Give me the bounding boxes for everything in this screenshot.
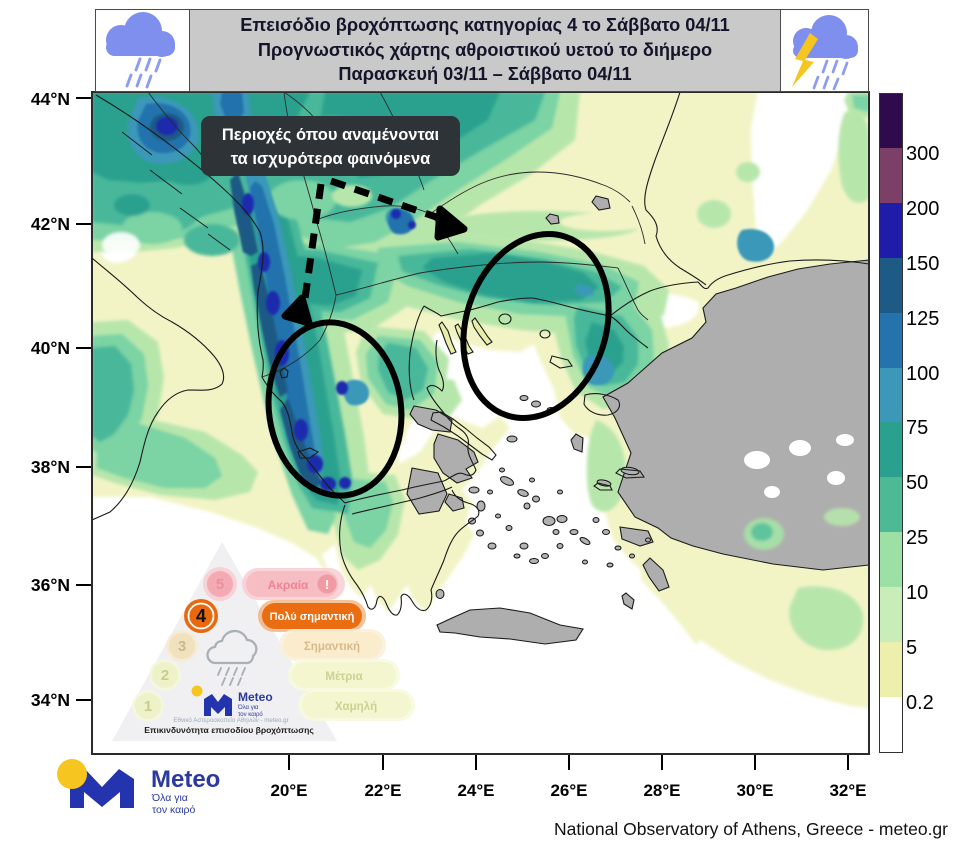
svg-text:τον καιρό: τον καιρό [238, 711, 263, 718]
svg-text:τον καιρό: τον καιρό [152, 804, 196, 816]
svg-text:Όλα για: Όλα για [151, 792, 188, 804]
svg-text:Ακραία: Ακραία [268, 578, 309, 592]
svg-text:5: 5 [216, 576, 224, 593]
svg-text:Όλα για: Όλα για [237, 705, 259, 711]
svg-text:!: ! [325, 577, 329, 592]
svg-text:Εθνικό Αστεροσκοπείο Αθηνών -: Εθνικό Αστεροσκοπείο Αθηνών - meteo.gr [173, 717, 288, 724]
svg-text:Meteo: Meteo [238, 690, 273, 704]
svg-text:Μέτρια: Μέτρια [325, 671, 362, 683]
svg-text:Χαμηλή: Χαμηλή [335, 701, 377, 713]
svg-text:Επικινδυνότητα επισοδίου βροχό: Επικινδυνότητα επισοδίου βροχόπτωσης [144, 725, 314, 735]
svg-text:Σημαντική: Σημαντική [304, 641, 360, 653]
svg-text:Meteo: Meteo [151, 766, 220, 793]
svg-text:2: 2 [161, 667, 169, 684]
svg-text:Πολύ σημαντική: Πολύ σημαντική [270, 611, 355, 623]
svg-text:4: 4 [196, 606, 206, 626]
svg-text:3: 3 [178, 638, 186, 655]
svg-text:1: 1 [144, 698, 152, 715]
